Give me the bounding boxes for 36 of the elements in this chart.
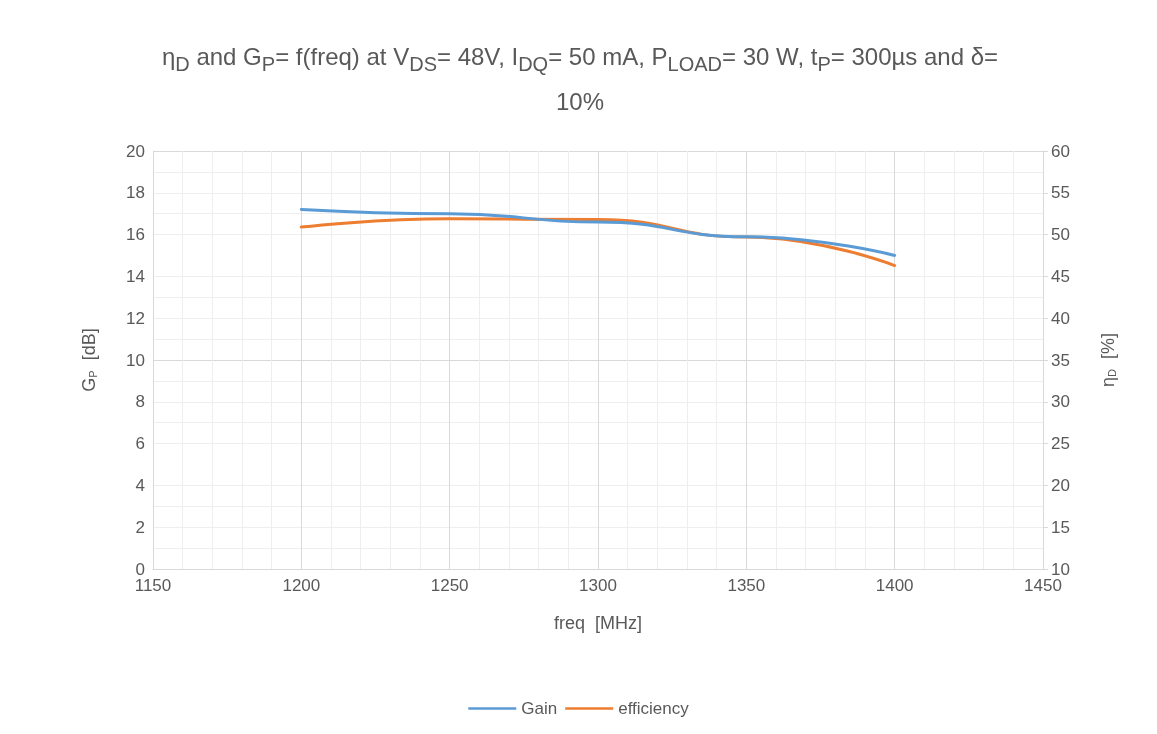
- y-tick-label: 18: [126, 183, 145, 203]
- y-tick-label: 10: [126, 350, 145, 370]
- y2-axis-title: ηD [%]: [1097, 333, 1118, 387]
- y-tick-label: 20: [126, 141, 145, 161]
- y-tick-label: 6: [135, 434, 145, 454]
- x-tick-label: 1200: [282, 576, 321, 595]
- y-axis-title: GP [dB]: [78, 328, 99, 392]
- y2-tick-label: 30: [1051, 392, 1070, 412]
- x-tick-label: 1350: [727, 576, 766, 595]
- y2-tick-label: 55: [1051, 183, 1070, 203]
- y-tick-label: 4: [135, 475, 145, 495]
- y-tick-label: 14: [126, 266, 145, 286]
- y2-tick-label: 60: [1051, 141, 1070, 161]
- y2-tick-label: 45: [1051, 266, 1070, 286]
- y-tick-label: 12: [126, 308, 145, 328]
- x-tick-label: 1450: [1024, 576, 1062, 595]
- x-tick-label: 1250: [430, 576, 469, 595]
- legend-label: Gain: [521, 699, 558, 718]
- y-tick-label: 0: [135, 559, 145, 579]
- y2-tick-label: 10: [1051, 559, 1070, 579]
- y-tick-label: 16: [126, 225, 145, 245]
- x-tick-label: 1400: [875, 576, 914, 595]
- y2-tick-label: 25: [1051, 434, 1070, 454]
- y2-tick-label: 35: [1051, 350, 1070, 370]
- y-tick-label: 8: [135, 392, 145, 412]
- legend-label: efficiency: [618, 699, 690, 718]
- y2-tick-label: 50: [1051, 225, 1070, 245]
- y2-tick-label: 15: [1051, 517, 1070, 537]
- y2-tick-label: 20: [1051, 475, 1070, 495]
- x-tick-label: 1150: [134, 576, 172, 595]
- chart-title: η$_{D}$ and G$_{P}$= f(freq) at V$_{DS}$= 48V, I$_{DQ}$= 50 mA, P$_{LOAD}$= 30 W, t$_{P}$= 300µs and δ= 10%: [161, 43, 999, 115]
- y2-tick-label: 40: [1051, 308, 1070, 328]
- x-tick-label: 1300: [579, 576, 617, 595]
- x-axis-title: freq [MHz]: [553, 613, 643, 633]
- y-tick-label: 2: [135, 517, 145, 537]
- line-series: [299, 208, 897, 257]
